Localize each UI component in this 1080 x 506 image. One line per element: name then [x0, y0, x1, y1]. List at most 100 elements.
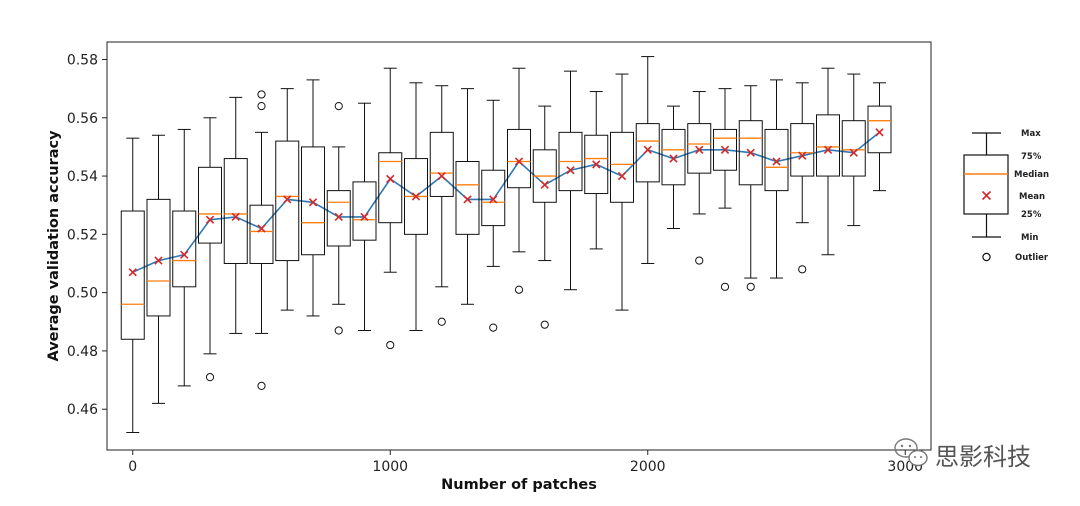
mean-marker-500 [257, 224, 266, 233]
legend-label-25: 25% [1021, 210, 1042, 220]
mean-marker-2300 [720, 145, 730, 154]
outlier-point [386, 340, 395, 350]
box-400 [223, 96, 248, 334]
mean-marker-1600 [540, 180, 549, 189]
y-axis-label: Average validation accuracy [46, 130, 62, 362]
iqr-box [352, 181, 377, 241]
iqr-box [275, 140, 300, 262]
iqr-box [378, 152, 403, 224]
box-2000 [635, 56, 660, 264]
box-1800 [584, 91, 609, 250]
iqr-box [661, 128, 686, 186]
mean-marker-400 [231, 212, 240, 222]
mean-marker-2500 [772, 157, 781, 166]
box-1900 [610, 73, 634, 311]
means-layer [128, 128, 884, 277]
box-1700 [558, 70, 583, 291]
box-2400 [738, 85, 763, 291]
iqr-box [481, 169, 506, 227]
box-2600 [790, 82, 815, 274]
iqr-box [713, 128, 737, 171]
mean-marker-2400 [746, 148, 755, 157]
plot-area-frame [106, 41, 932, 451]
box-2100 [661, 105, 686, 230]
mean-marker-300 [205, 215, 215, 224]
iqr-box [507, 128, 531, 189]
mean-marker-700 [308, 198, 318, 207]
iqr-box [223, 158, 248, 264]
mean-marker-2100 [669, 154, 678, 163]
iqr-box [841, 120, 866, 177]
mean-marker-800 [334, 212, 343, 222]
legend-outlier-marker [982, 252, 991, 262]
box-100 [146, 134, 171, 404]
axes-layer: 0.460.480.500.520.540.560.580 1000 2000 300… [67, 52, 923, 475]
outlier-point [334, 326, 343, 335]
box-2700 [816, 67, 840, 256]
watermark: 思影科技 [894, 438, 1031, 471]
iqr-box [738, 120, 763, 186]
legend-label-max: Max [1021, 129, 1041, 139]
x-tick-label: 0 [128, 459, 137, 475]
iqr-box [146, 198, 171, 317]
box-0 [120, 137, 145, 434]
legend-mean-marker [981, 190, 992, 201]
y-tick-label: 0.58 [67, 52, 98, 68]
box-2300 [713, 88, 737, 291]
mean-line-layer [132, 131, 880, 273]
mean-marker-0 [128, 268, 137, 277]
outlier-point [257, 90, 266, 99]
mean-marker-900 [360, 212, 369, 222]
outlier-point [489, 323, 498, 332]
outlier-point [746, 282, 755, 291]
legend-label-mean: Mean [1019, 192, 1045, 202]
y-tick-label: 0.52 [67, 227, 98, 243]
legend-box [963, 154, 1009, 215]
mean-marker-2700 [823, 145, 833, 154]
iqr-box [301, 146, 325, 256]
y-tick-label: 0.50 [67, 286, 98, 302]
iqr-box [610, 131, 634, 203]
mean-line [132, 131, 880, 273]
box-1600 [532, 105, 557, 329]
iqr-box [120, 210, 145, 340]
iqr-box [764, 128, 789, 192]
y-tick-label: 0.46 [67, 402, 98, 418]
mean-marker-200 [180, 250, 189, 259]
y-tick-label: 0.54 [67, 169, 98, 185]
box-2200 [687, 91, 712, 265]
y-tick-label: 0.48 [67, 344, 98, 360]
iqr-box [867, 105, 892, 154]
legend-label-median: Median [1014, 170, 1049, 180]
box-1300 [455, 88, 480, 305]
box-600 [275, 88, 300, 311]
mean-marker-1300 [463, 195, 472, 204]
boxes-layer [120, 56, 892, 434]
box-200 [172, 128, 197, 387]
mean-marker-600 [283, 195, 292, 204]
outlier-point [540, 320, 549, 329]
mean-marker-1900 [617, 171, 627, 181]
outlier-point [514, 285, 524, 294]
box-900 [352, 102, 377, 332]
mean-marker-1800 [592, 160, 601, 169]
outlier-point [257, 102, 266, 111]
box-1200 [429, 85, 454, 326]
box-700 [301, 79, 325, 317]
mean-marker-1000 [386, 174, 395, 184]
box-300 [198, 117, 222, 382]
outlier-point [798, 265, 807, 274]
mean-marker-1700 [566, 166, 575, 175]
legend: Max 75% Median Mean 25% Min Outlier [963, 129, 1049, 263]
iqr-box [249, 204, 274, 264]
iqr-box [687, 123, 712, 174]
mean-marker-1200 [437, 171, 446, 181]
box-1500 [507, 67, 531, 294]
x-axis-label: Number of patches [441, 477, 597, 493]
mean-marker-1100 [411, 192, 421, 201]
box-2500 [764, 79, 789, 279]
iqr-box [584, 134, 609, 195]
outlier-point [695, 256, 704, 265]
box-2900 [867, 82, 892, 192]
